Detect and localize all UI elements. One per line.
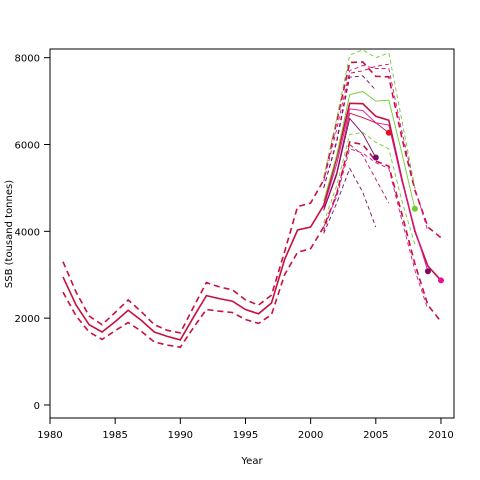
series-line-13 [323, 117, 377, 211]
y-tick-label: 2000 [15, 314, 40, 325]
series-line-12 [323, 143, 390, 232]
x-tick-label: 1995 [233, 430, 258, 441]
x-tick-label: 2000 [298, 430, 323, 441]
series-line-6 [323, 148, 429, 310]
y-tick-label: 4000 [15, 227, 40, 238]
series-line-3 [62, 140, 442, 349]
series-line-14 [323, 75, 377, 189]
series-line-5 [323, 65, 429, 232]
series-line-2 [62, 61, 442, 334]
x-tick-label: 2005 [363, 430, 388, 441]
data-point-1 [372, 154, 379, 161]
y-axis-title: SSB (tousand tonnes) [4, 180, 15, 288]
points-layer [372, 129, 444, 284]
x-axis: 1980 1985 1990 1995 2000 2005 2010 [37, 418, 454, 441]
series-line-8 [323, 49, 416, 188]
x-tick-label: 1990 [168, 430, 193, 441]
y-tick-label: 8000 [15, 54, 40, 65]
x-tick-label: 2010 [428, 430, 453, 441]
y-axis: 0 2000 4000 6000 8000 [15, 54, 50, 412]
y-tick-label: 0 [34, 401, 40, 412]
series-line-15 [323, 167, 377, 234]
data-point-4 [424, 268, 431, 275]
series-line-9 [323, 131, 416, 245]
x-tick-label: 1980 [37, 430, 62, 441]
series-line-7 [323, 91, 416, 209]
series-line-4 [323, 108, 429, 272]
x-axis-title: Year [240, 456, 263, 467]
data-point-3 [411, 205, 418, 212]
series-line-1 [62, 102, 442, 341]
series-line-10 [323, 112, 390, 210]
y-tick-label: 6000 [15, 141, 40, 152]
x-tick-label: 1985 [102, 430, 127, 441]
plot-frame [49, 48, 455, 419]
data-point-2 [385, 129, 392, 136]
series-layer [62, 49, 442, 349]
data-point-5 [437, 277, 444, 284]
